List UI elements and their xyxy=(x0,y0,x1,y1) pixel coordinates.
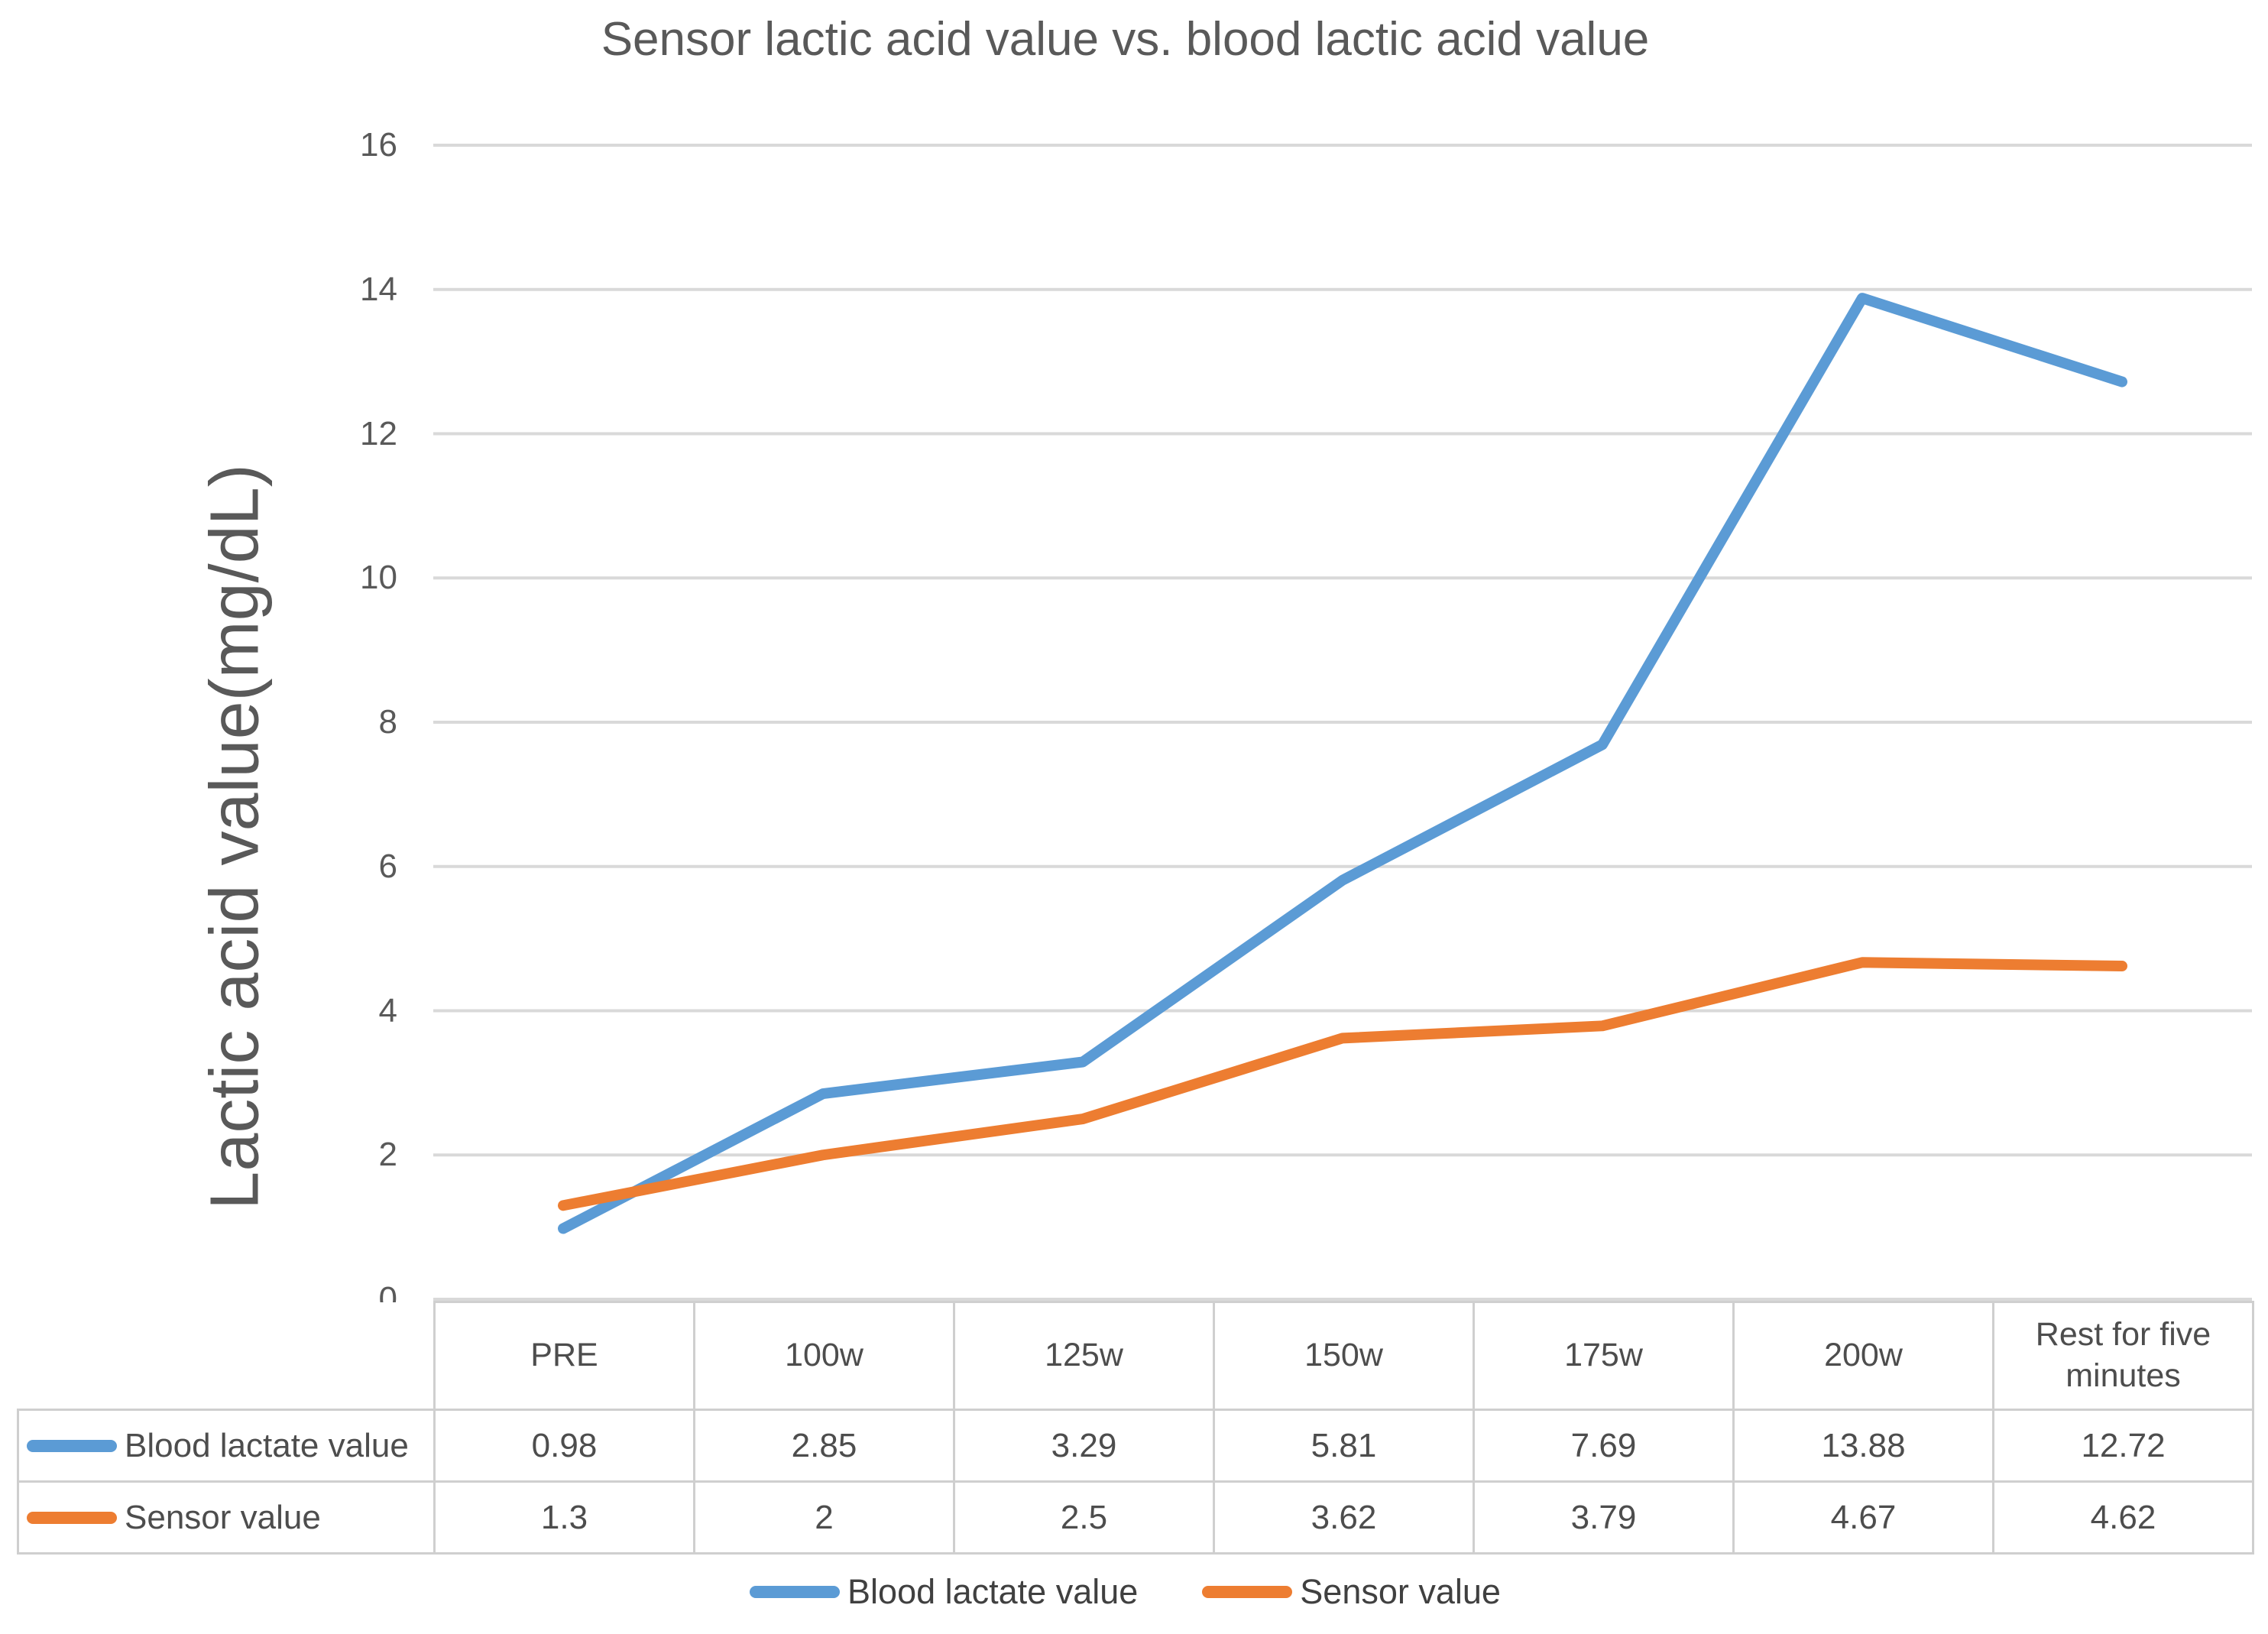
table-row: Blood lactate value 0.98 2.85 3.29 5.81 … xyxy=(17,1409,2254,1483)
table-column-header: Rest for five minutes xyxy=(1992,1301,2254,1411)
table-column-header: 175w xyxy=(1473,1301,1735,1411)
y-axis-tick-label: 2 xyxy=(378,1136,397,1174)
table-cell: 13.88 xyxy=(1732,1409,1994,1483)
chart-title: Sensor lactic acid value vs. blood lacti… xyxy=(601,13,1650,66)
table-column-header: 125w xyxy=(953,1301,1215,1411)
data-table: PRE 100w 125w 150w 175w 200w Rest for fi… xyxy=(17,1301,2254,1555)
table-column-header: 200w xyxy=(1732,1301,1994,1411)
table-cell: 3.29 xyxy=(953,1409,1215,1483)
table-row: Sensor value 1.3 2 2.5 3.62 3.79 4.67 4.… xyxy=(17,1480,2254,1555)
table-cell: 2.85 xyxy=(693,1409,955,1483)
sensor-value-line xyxy=(558,957,2127,1211)
table-cell: 1.3 xyxy=(433,1480,695,1555)
y-axis-tick-label: 4 xyxy=(378,991,397,1029)
table-cell: 4.62 xyxy=(1992,1480,2254,1555)
series-label-cell: Sensor value xyxy=(17,1480,436,1555)
table-cell: 3.62 xyxy=(1213,1480,1475,1555)
table-cell: 7.69 xyxy=(1473,1409,1735,1483)
series-name: Sensor value xyxy=(125,1498,321,1536)
legend-item: Blood lactate value xyxy=(750,1572,1138,1612)
y-axis-tick-label: 8 xyxy=(378,703,397,741)
table-cell: 2 xyxy=(693,1480,955,1555)
y-axis-tick-label: 10 xyxy=(360,559,397,597)
legend-label: Blood lactate value xyxy=(847,1572,1139,1611)
blood-lactate-line xyxy=(558,293,2127,1234)
table-column-header: 150w xyxy=(1213,1301,1475,1411)
legend-item: Sensor value xyxy=(1202,1572,1501,1612)
sensor-value-legend-icon xyxy=(1202,1586,1293,1598)
table-header-row: PRE 100w 125w 150w 175w 200w Rest for fi… xyxy=(18,1301,2254,1411)
table-column-header: 100w xyxy=(693,1301,955,1411)
table-cell: 3.79 xyxy=(1473,1480,1735,1555)
table-cell: 2.5 xyxy=(953,1480,1215,1555)
blood-lactate-legend-icon xyxy=(750,1586,841,1598)
y-axis-tick-label: 16 xyxy=(360,126,397,164)
legend-label: Sensor value xyxy=(1300,1572,1501,1611)
series-name: Blood lactate value xyxy=(125,1426,409,1464)
chart-legend: Blood lactate value Sensor value xyxy=(0,1558,2250,1626)
table-cell: 4.67 xyxy=(1732,1480,1994,1555)
table-corner-cell xyxy=(18,1302,436,1411)
series-label-cell: Blood lactate value xyxy=(17,1409,436,1483)
y-axis-tick-label: 6 xyxy=(378,847,397,885)
gridlines xyxy=(433,144,2252,1301)
table-cell: 12.72 xyxy=(1992,1409,2254,1483)
blood-lactate-legend-key-icon xyxy=(27,1439,117,1452)
table-cell: 0.98 xyxy=(433,1409,695,1483)
y-axis-tick-label: 14 xyxy=(360,270,397,308)
table-cell: 5.81 xyxy=(1213,1409,1475,1483)
y-axis-tick-label: 12 xyxy=(360,414,397,452)
sensor-value-legend-key-icon xyxy=(27,1511,117,1524)
table-column-header: PRE xyxy=(433,1301,695,1411)
